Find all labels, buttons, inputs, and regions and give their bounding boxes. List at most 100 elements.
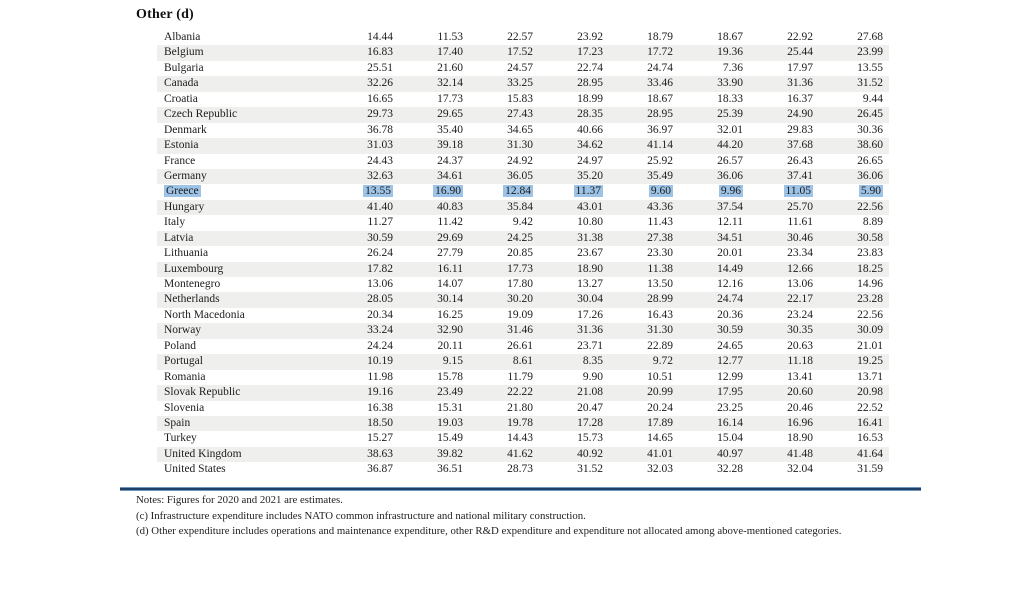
value: 18.25 (857, 262, 883, 275)
value: 26.45 (857, 108, 883, 121)
country-label: Albania (164, 31, 201, 43)
value: 9.96 (718, 185, 743, 198)
value-cell: 28.95 (609, 107, 679, 122)
value: 31.03 (367, 139, 393, 152)
value-cell: 11.37 (539, 184, 609, 199)
value: 11.42 (437, 216, 463, 229)
country-label: Croatia (164, 92, 198, 105)
value: 25.44 (787, 46, 813, 59)
value-cell: 26.43 (749, 154, 819, 169)
country-cell: Hungary (157, 200, 329, 215)
value-cell: 18.99 (539, 92, 609, 107)
value-cell: 32.90 (399, 323, 469, 338)
value-cell: 10.80 (539, 215, 609, 230)
value: 20.24 (647, 401, 673, 414)
value: 17.89 (647, 416, 673, 429)
value: 14.43 (507, 432, 533, 445)
value-cell: 11.27 (329, 215, 399, 230)
value-cell: 15.83 (469, 92, 539, 107)
value: 25.92 (647, 154, 673, 167)
value: 20.85 (507, 247, 533, 260)
value-cell: 41.62 (469, 447, 539, 462)
value: 16.38 (367, 401, 393, 414)
country-cell: Norway (157, 323, 329, 338)
table-row: North Macedonia 20.34 16.25 19.09 17.26 16.43… (157, 308, 889, 323)
value: 32.63 (367, 169, 393, 182)
value: 29.83 (787, 123, 813, 136)
value: 12.99 (717, 370, 743, 383)
value-cell: 11.05 (749, 184, 819, 199)
value-cell: 34.62 (539, 138, 609, 153)
value-cell: 41.40 (329, 200, 399, 215)
value-cell: 13.06 (329, 277, 399, 292)
value-cell: 36.78 (329, 123, 399, 138)
value: 14.44 (367, 31, 393, 43)
value: 27.79 (437, 247, 463, 260)
value-cell: 20.63 (749, 339, 819, 354)
value: 39.82 (437, 447, 463, 460)
value-cell: 30.20 (469, 292, 539, 307)
value: 24.24 (367, 339, 393, 352)
value-cell: 11.43 (609, 215, 679, 230)
value: 16.43 (647, 308, 673, 321)
value: 18.67 (647, 92, 673, 105)
value: 21.60 (437, 61, 463, 74)
value: 7.36 (722, 61, 743, 74)
value-cell: 18.33 (679, 92, 749, 107)
value-cell: 36.06 (679, 169, 749, 184)
value: 23.25 (717, 401, 743, 414)
value-cell: 29.69 (399, 231, 469, 246)
value: 32.01 (717, 123, 743, 136)
country-label: Montenegro (164, 278, 221, 290)
value-cell: 43.36 (609, 200, 679, 215)
value-cell: 41.14 (609, 138, 679, 153)
value: 29.65 (437, 108, 463, 121)
value-cell: 44.20 (679, 138, 749, 153)
value-cell: 25.92 (609, 154, 679, 169)
value: 11.38 (647, 262, 673, 275)
value-cell: 20.98 (819, 385, 889, 400)
value: 16.90 (433, 185, 463, 198)
value-cell: 24.74 (609, 61, 679, 76)
value-cell: 23.25 (679, 401, 749, 416)
value: 13.06 (367, 278, 393, 290)
country-cell: Poland (157, 339, 329, 354)
value: 25.70 (787, 200, 813, 213)
value: 16.25 (437, 308, 463, 321)
value: 28.35 (577, 108, 603, 121)
value-cell: 31.36 (749, 76, 819, 91)
value: 22.57 (507, 31, 533, 43)
country-label: Canada (164, 77, 199, 90)
value-cell: 17.89 (609, 416, 679, 431)
value-cell: 8.89 (819, 215, 889, 230)
value-cell: 28.95 (539, 76, 609, 91)
section-title: Other (d) (136, 7, 194, 22)
value-cell: 20.24 (609, 401, 679, 416)
value-cell: 39.82 (399, 447, 469, 462)
value: 17.73 (507, 262, 533, 275)
value: 25.51 (367, 61, 393, 74)
value-cell: 18.25 (819, 262, 889, 277)
value-cell: 20.01 (679, 246, 749, 261)
value: 31.46 (507, 324, 533, 337)
value: 24.92 (507, 154, 533, 167)
value-cell: 17.28 (539, 416, 609, 431)
value: 32.03 (647, 463, 673, 476)
value: 19.36 (717, 46, 743, 59)
value: 30.35 (787, 324, 813, 337)
value-cell: 17.26 (539, 308, 609, 323)
value: 16.83 (367, 46, 393, 59)
value: 11.05 (783, 185, 813, 198)
value-cell: 22.74 (539, 61, 609, 76)
country-cell: Romania (157, 370, 329, 385)
value-cell: 24.57 (469, 61, 539, 76)
value-cell: 32.03 (609, 462, 679, 477)
value: 37.54 (717, 200, 743, 213)
value: 41.01 (647, 447, 673, 460)
country-label: Portugal (164, 355, 203, 368)
value: 18.79 (647, 31, 673, 43)
value: 9.90 (582, 370, 603, 383)
value: 14.65 (647, 432, 673, 445)
country-cell: Lithuania (157, 246, 329, 261)
value-cell: 28.99 (609, 292, 679, 307)
